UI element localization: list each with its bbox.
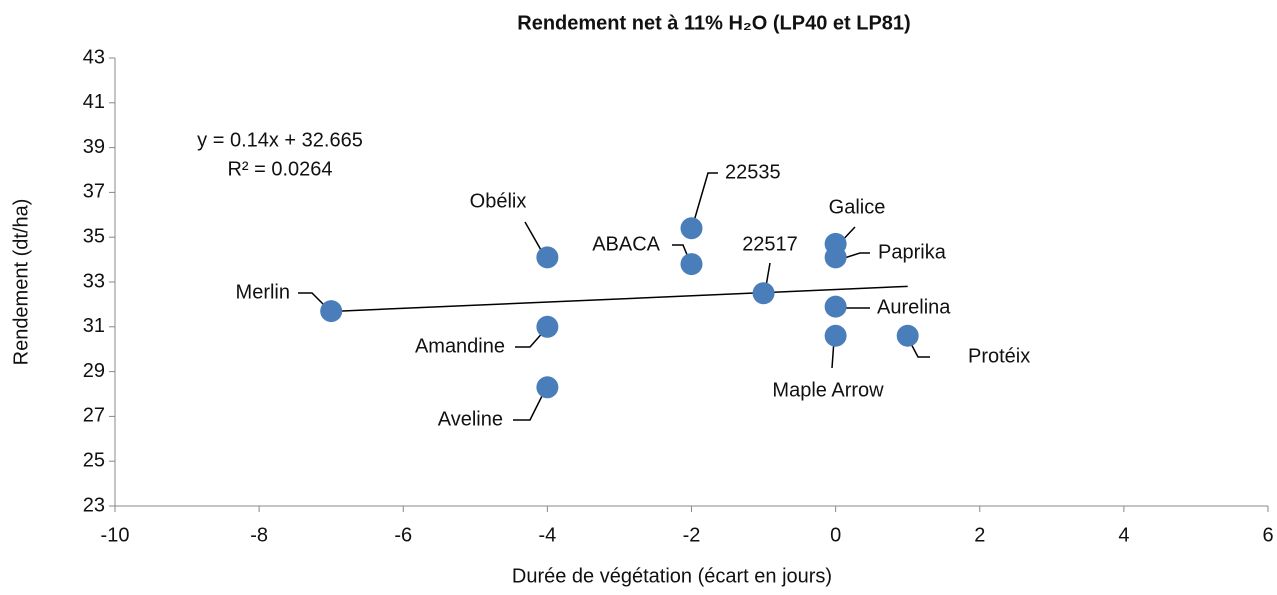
point-label: Merlin <box>236 281 290 303</box>
point <box>896 324 919 347</box>
x-tick-label: -4 <box>538 524 556 546</box>
x-tick-label: -8 <box>250 524 268 546</box>
trend-r2: R² = 0.0264 <box>227 158 332 180</box>
x-tick-label: -6 <box>394 524 412 546</box>
y-axis-label: Rendement (dt/ha) <box>10 199 32 366</box>
chart-title: Rendement net à 11% H₂O (LP40 et LP81) <box>517 12 910 34</box>
point-label: ABACA <box>592 233 660 255</box>
point <box>536 246 559 269</box>
point <box>680 253 703 276</box>
x-tick-label: -2 <box>683 524 701 546</box>
point-label: Amandine <box>415 335 505 357</box>
y-tick-label: 37 <box>83 181 105 203</box>
y-tick-label: 25 <box>83 449 105 471</box>
trendline <box>331 285 908 313</box>
point <box>824 246 847 269</box>
x-tick-label: 2 <box>974 524 985 546</box>
point-label: Protéix <box>968 345 1030 367</box>
y-tick-label: 33 <box>83 270 105 292</box>
point-label: Maple Arrow <box>772 379 884 401</box>
y-tick-label: 29 <box>83 360 105 382</box>
point <box>824 324 847 347</box>
y-tick-label: 35 <box>83 225 105 247</box>
point <box>824 295 847 318</box>
x-tick-label: 4 <box>1118 524 1129 546</box>
y-tick-label: 23 <box>83 494 105 516</box>
y-tick-label: 43 <box>83 46 105 68</box>
point <box>752 282 775 305</box>
point <box>680 217 703 240</box>
point-label: Paprika <box>878 241 947 263</box>
point-label: Obélix <box>470 190 527 212</box>
y-tick-label: 27 <box>83 405 105 427</box>
x-tick-label: -10 <box>101 524 130 546</box>
point-label: 22517 <box>742 233 798 255</box>
y-tick-label: 31 <box>83 315 105 337</box>
leader-line <box>691 172 718 229</box>
point <box>536 315 559 338</box>
point-label: 22535 <box>725 161 781 183</box>
point-label: Galice <box>829 196 886 218</box>
y-tick-label: 39 <box>83 136 105 158</box>
x-axis-label: Durée de végétation (écart en jours) <box>512 565 832 587</box>
point-label: Aveline <box>438 408 503 430</box>
point <box>320 300 343 323</box>
y-tick-label: 41 <box>83 91 105 113</box>
x-tick-label: 6 <box>1262 524 1273 546</box>
trend-equation: y = 0.14x + 32.665 <box>197 129 363 151</box>
point <box>536 376 559 399</box>
leader-line <box>513 389 546 421</box>
x-tick-label: 0 <box>830 524 841 546</box>
leader-line <box>515 329 546 348</box>
leader-line <box>298 292 329 310</box>
point-label: Aurelina <box>877 296 951 318</box>
